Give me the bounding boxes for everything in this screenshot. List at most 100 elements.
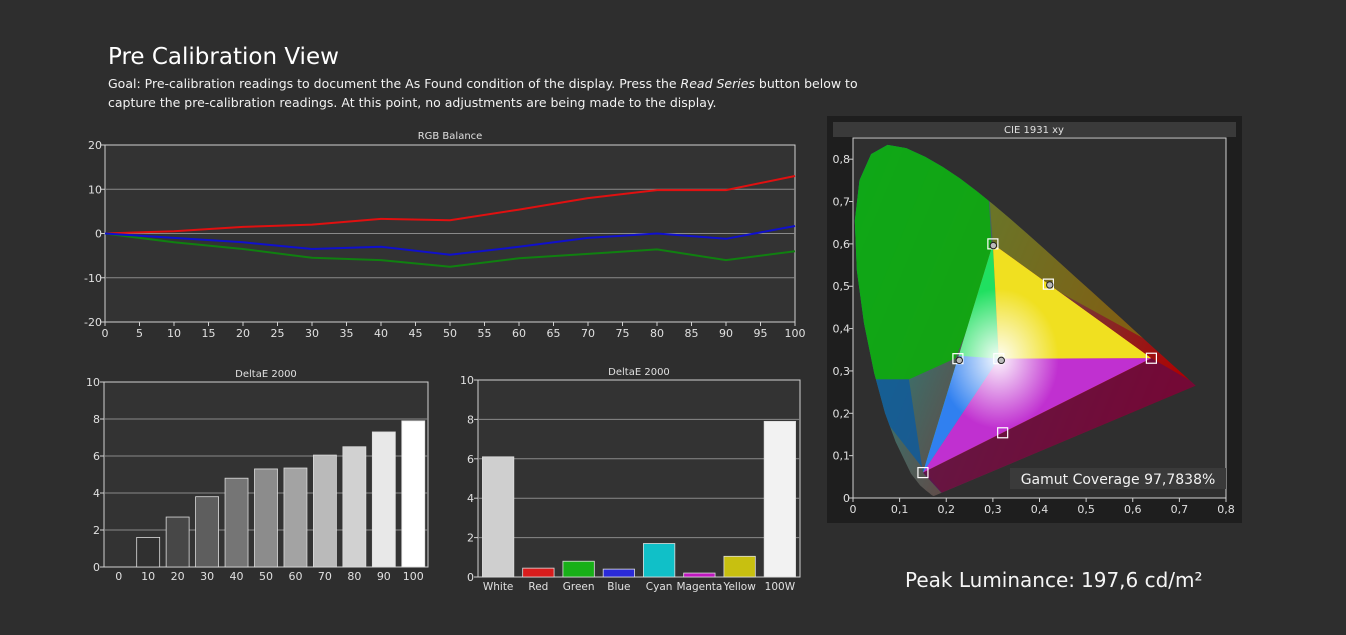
grayscale-deltae-bar xyxy=(224,477,249,568)
cie-xtick-label: 0,8 xyxy=(1217,503,1235,516)
colors-deltae-bar xyxy=(482,456,515,578)
grayscale-deltae-ytick-label: 2 xyxy=(93,524,100,537)
rgb-balance-xtick-label: 25 xyxy=(271,327,285,340)
grayscale-deltae-category-label: 10 xyxy=(141,570,155,583)
grayscale-deltae-ytick-label: 4 xyxy=(93,487,100,500)
rgb-balance-xtick-label: 85 xyxy=(685,327,699,340)
grayscale-deltae-category-label: 50 xyxy=(259,570,273,583)
cie-measured-point xyxy=(997,356,1005,365)
peak-luminance: Peak Luminance: 197,6 cd/m² xyxy=(905,568,1203,592)
gamut-coverage-box xyxy=(1010,468,1226,489)
colors-deltae-bar xyxy=(643,543,676,578)
peak-luminance-label: Peak Luminance: xyxy=(905,568,1075,592)
colors-deltae-category-label: Red xyxy=(528,581,548,593)
grayscale-deltae-category-label: 100 xyxy=(403,570,424,583)
rgb-balance-xtick-label: 10 xyxy=(167,327,181,340)
rgb-balance-xtick-label: 5 xyxy=(136,327,143,340)
colors-deltae-title: DeltaE 2000 xyxy=(608,367,670,378)
colors-deltae-ytick-label: 2 xyxy=(467,532,474,545)
cie-ytick-label: 0,6 xyxy=(833,238,851,251)
cie-ytick-label: 0,7 xyxy=(833,196,851,209)
colors-deltae-category-label: Cyan xyxy=(646,581,673,593)
colors-deltae-ytick-label: 4 xyxy=(467,492,474,505)
cie-target-marker xyxy=(917,466,929,479)
cie-ytick-label: 0,5 xyxy=(833,280,851,293)
grayscale-deltae-category-label: 0 xyxy=(115,570,122,583)
rgb-balance-xtick-label: 45 xyxy=(409,327,423,340)
grayscale-deltae-bar xyxy=(342,446,367,568)
cie-target-marker xyxy=(1145,352,1158,364)
grayscale-deltae-bar xyxy=(254,468,278,568)
rgb-balance-ytick-label: 20 xyxy=(88,139,102,152)
colors-deltae-category-label: Yellow xyxy=(722,581,756,593)
colors-deltae-category-label: 100W xyxy=(765,581,796,593)
grayscale-deltae-bar xyxy=(313,454,337,568)
cie-xtick-label: 0,3 xyxy=(984,503,1002,516)
goal-text: Goal: Pre-calibration readings to docume… xyxy=(108,74,868,112)
rgb-balance-xtick-label: 30 xyxy=(305,327,319,340)
grayscale-deltae-ytick-label: 10 xyxy=(86,376,100,389)
colors-deltae-bar xyxy=(723,555,756,578)
rgb-balance-xtick-label: 70 xyxy=(581,327,595,340)
colors-deltae-bar xyxy=(522,567,555,578)
colors-deltae-bar xyxy=(602,568,635,578)
cie-xtick-label: 0,2 xyxy=(938,503,956,516)
rgb-balance-xtick-label: 15 xyxy=(202,327,216,340)
colors-deltae-ytick-label: 10 xyxy=(460,374,474,387)
page-title: Pre Calibration View xyxy=(108,44,339,70)
grayscale-deltae-bar xyxy=(136,537,161,568)
colors-deltae-category-label: Magenta xyxy=(676,581,722,593)
rgb-balance-xtick-label: 20 xyxy=(236,327,250,340)
rgb-balance-series-line xyxy=(104,232,796,268)
colors-deltae-bar xyxy=(683,572,716,578)
rgb-balance-xtick-label: 40 xyxy=(374,327,388,340)
grayscale-deltae-ytick-label: 8 xyxy=(93,413,100,426)
rgb-balance-chart: RGB Balance -20 -10 0 10 20 0 5 10 15 20 25 30 35 40 45… xyxy=(84,131,805,340)
rgb-balance-xtick-label: 90 xyxy=(719,327,733,340)
rgb-balance-xtick-label: 95 xyxy=(754,327,768,340)
grayscale-deltae-category-label: 70 xyxy=(318,570,332,583)
goal-emphasis: Read Series xyxy=(680,76,755,91)
cie-ytick-label: 0,1 xyxy=(833,450,851,463)
rgb-balance-ytick-label: 10 xyxy=(88,183,102,196)
colors-deltae-category-label: Green xyxy=(563,581,595,593)
colors-deltae-ytick-label: 6 xyxy=(467,453,474,466)
rgb-balance-series-line xyxy=(104,175,796,235)
cie-chart: CIE 1931 xy 00 0,1 0,1 0,2 0,2 0,3 0,3 0,4 0,4 0,5… xyxy=(827,116,1242,523)
gamut-coverage-label: Gamut Coverage xyxy=(1021,472,1144,488)
colors-deltae-bar xyxy=(562,560,595,578)
cie-ytick-label: 0 xyxy=(843,492,850,505)
cie-xtick-label: 0,5 xyxy=(1077,503,1095,516)
cie-green-region xyxy=(854,144,993,380)
colors-deltae-chart: DeltaE 2000 0 2 4 6 8 10 White Red Green Blue Cyan M… xyxy=(460,367,801,593)
rgb-balance-xtick-label: 55 xyxy=(478,327,492,340)
grayscale-deltae-category-label: 60 xyxy=(288,570,302,583)
rgb-balance-title: RGB Balance xyxy=(418,131,483,142)
rgb-balance-xtick-label: 60 xyxy=(512,327,526,340)
cie-ytick-label: 0,2 xyxy=(833,407,851,420)
grayscale-deltae-category-label: 90 xyxy=(377,570,391,583)
rgb-balance-xtick-label: 75 xyxy=(616,327,630,340)
grayscale-deltae-bar xyxy=(371,431,396,568)
rgb-balance-series-line xyxy=(104,225,796,256)
cie-target-marker xyxy=(997,427,1009,439)
colors-deltae-plot-area xyxy=(477,379,801,578)
rgb-balance-xtick-label: 65 xyxy=(547,327,561,340)
gamut-coverage-value: 97,7838% xyxy=(1144,472,1215,488)
rgb-balance-xtick-label: 80 xyxy=(650,327,664,340)
goal-suffix: button below to capture the pre-calibrat… xyxy=(108,76,858,110)
colors-deltae-ytick-label: 8 xyxy=(467,413,474,426)
rgb-balance-ytick-label: -10 xyxy=(84,272,102,285)
rgb-balance-xtick-label: 50 xyxy=(443,327,457,340)
grayscale-deltae-bar xyxy=(283,467,308,568)
grayscale-deltae-ytick-label: 6 xyxy=(93,450,100,463)
cie-ytick-label: 0,3 xyxy=(833,365,851,378)
cie-purple-region xyxy=(922,358,1196,496)
cie-title-bar xyxy=(833,122,1236,137)
grayscale-deltae-bar xyxy=(165,516,190,568)
colors-deltae-ytick-label: 0 xyxy=(467,571,474,584)
cie-xtick-label: 0 xyxy=(850,503,857,516)
cie-measured-point xyxy=(989,241,998,250)
cie-ytick-label: 0,4 xyxy=(833,323,851,336)
